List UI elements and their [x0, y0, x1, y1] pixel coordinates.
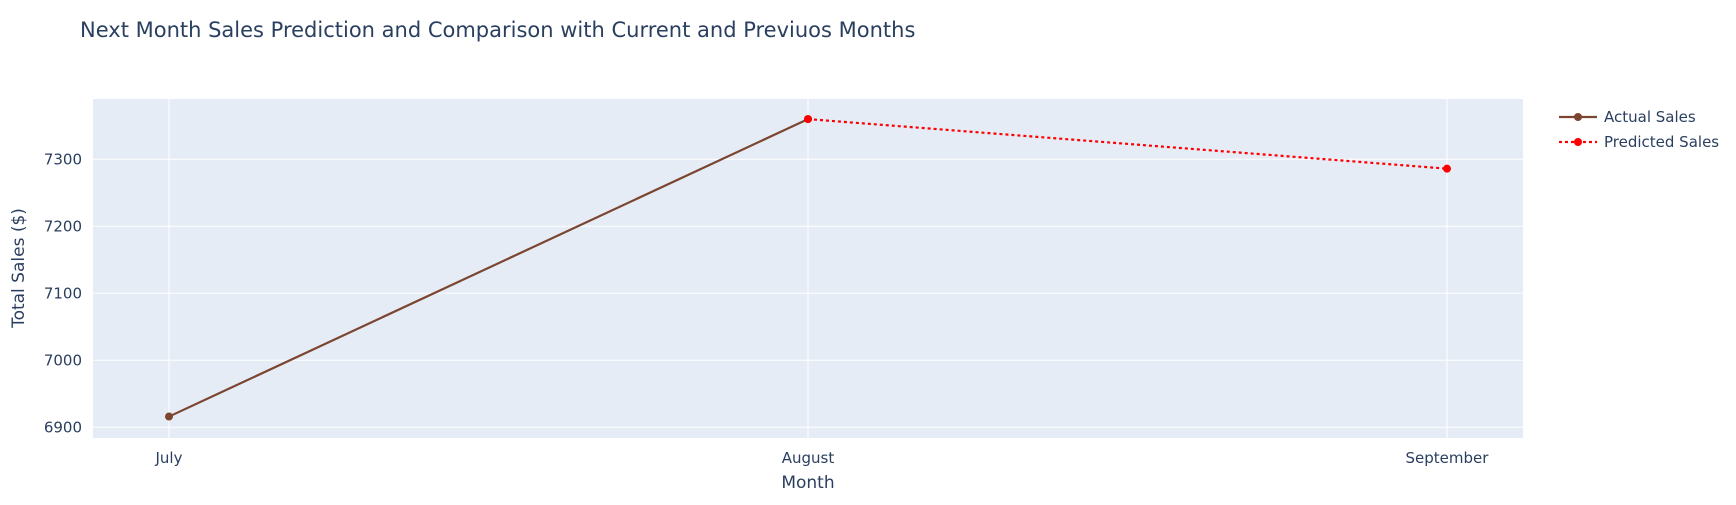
x-axis-ticks: July August September: [155, 449, 1490, 467]
y-axis-ticks: 6900 7000 7100 7200 7300: [44, 150, 82, 436]
data-point: [804, 115, 812, 124]
series-line: [807, 118, 1448, 170]
x-tick-label: July: [155, 449, 183, 467]
legend-label: Predicted Sales: [1604, 133, 1719, 151]
x-tick-label: September: [1406, 449, 1490, 467]
y-tick-label: 7000: [44, 351, 82, 369]
series-line: [168, 118, 809, 418]
legend-swatch-marker: [1574, 138, 1582, 146]
y-tick-label: 7100: [44, 284, 82, 302]
legend-label: Actual Sales: [1604, 108, 1696, 126]
legend-item[interactable]: Actual Sales: [1559, 108, 1696, 126]
x-axis-title: Month: [781, 473, 834, 493]
y-axis-title: Total Sales ($): [9, 208, 29, 329]
series-lines: [165, 115, 1451, 421]
legend-item[interactable]: Predicted Sales: [1559, 133, 1719, 151]
data-point: [165, 412, 173, 421]
x-tick-label: August: [782, 449, 835, 467]
y-tick-label: 7300: [44, 150, 82, 168]
chart-title: Next Month Sales Prediction and Comparis…: [80, 18, 915, 42]
legend: Actual Sales Predicted Sales: [1559, 108, 1719, 151]
y-tick-label: 6900: [44, 418, 82, 436]
y-tick-label: 7200: [44, 217, 82, 235]
legend-swatch-marker: [1574, 113, 1582, 121]
grid-lines: [93, 99, 1523, 438]
data-point: [1443, 164, 1451, 173]
